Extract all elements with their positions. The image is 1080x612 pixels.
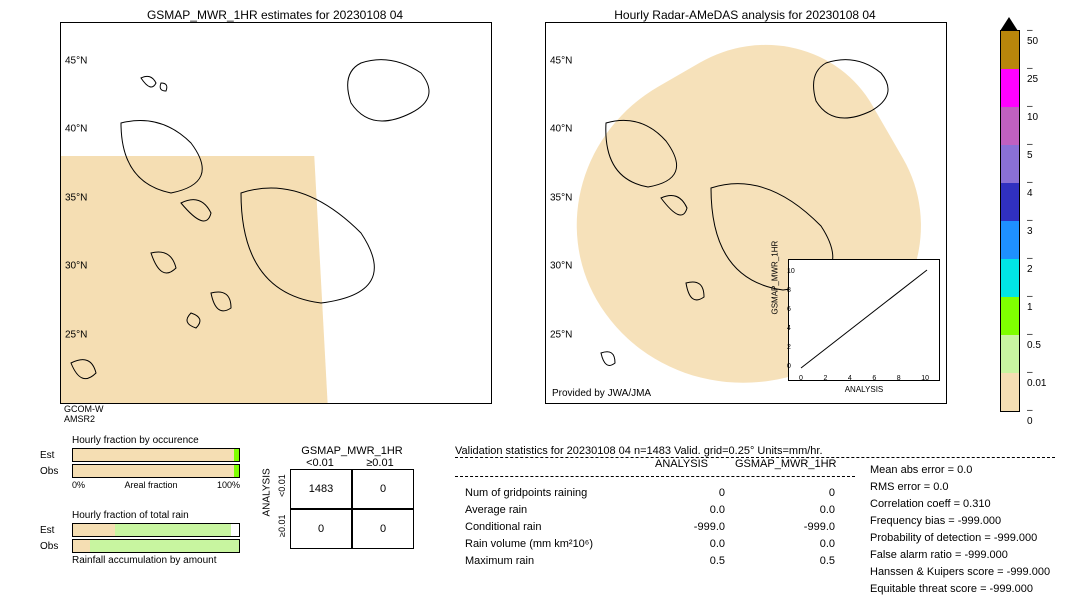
provider-label: Provided by JWA/JMA: [552, 388, 651, 399]
col-header: <0.01: [290, 457, 350, 469]
stat-value: 0.0: [665, 502, 725, 519]
colorbar-tick: – 10: [1027, 101, 1038, 123]
axis-label: 100%: [217, 480, 240, 490]
col-header: ≥0.01: [350, 457, 410, 469]
bar-label: Est: [40, 450, 72, 461]
stat-value: 0: [665, 485, 725, 502]
tick-label: 25°N: [550, 329, 554, 340]
colorbar: – 50– 25– 10– 5– 4– 3– 2– 1– 0.5– 0.01– …: [1000, 30, 1020, 412]
right-map-title: Hourly Radar-AMeDAS analysis for 2023010…: [545, 8, 945, 22]
totalrain-title: Hourly fraction of total rain: [72, 510, 240, 521]
stat-line: Probability of detection = -999.000: [870, 530, 1050, 547]
stat-value: -999.0: [755, 519, 835, 536]
satellite-name-1: GCOM-W: [64, 404, 490, 414]
bar-label: Est: [40, 525, 72, 536]
tick-label: 45°N: [65, 56, 69, 67]
cell: 1483: [290, 469, 352, 509]
stat-label: Maximum rain: [465, 553, 635, 570]
colorbar-tick: – 2: [1027, 253, 1033, 275]
stat-line: False alarm ratio = -999.000: [870, 547, 1050, 564]
stat-line: Hanssen & Kuipers score = -999.000: [870, 564, 1050, 581]
stats-col2: GSMAP_MWR_1HR: [735, 458, 836, 470]
scatter-ylabel: GSMAP_MWR_1HR: [771, 241, 780, 315]
satellite-name-2: AMSR2: [64, 414, 490, 424]
axis-label: Areal fraction: [124, 480, 177, 490]
stat-value: 0.0: [755, 502, 835, 519]
stat-label: Average rain: [465, 502, 635, 519]
tick-label: 40°N: [550, 124, 554, 135]
tick-label: 30°N: [65, 261, 69, 272]
totalrain-footer: Rainfall accumulation by amount: [72, 555, 240, 566]
cell: 0: [352, 469, 414, 509]
tick-label: 130°E: [676, 403, 703, 404]
stat-value: 0.0: [665, 536, 725, 553]
scatter-xlabel: ANALYSIS: [789, 385, 939, 394]
bar-label: Obs: [40, 541, 72, 552]
stat-value: 0: [755, 485, 835, 502]
stat-value: -999.0: [665, 519, 725, 536]
tick-label: 130°E: [202, 403, 229, 404]
row-header: <0.01: [277, 481, 287, 497]
tick-label: 35°N: [65, 192, 69, 203]
stat-value: 0.5: [755, 553, 835, 570]
stat-value: 0.0: [755, 536, 835, 553]
tick-label: 140°E: [357, 403, 384, 404]
cell: 0: [352, 509, 414, 549]
stat-line: Equitable threat score = -999.000: [870, 581, 1050, 598]
axis-label: 0%: [72, 480, 85, 490]
colorbar-tick: – 1: [1027, 291, 1033, 313]
scatter-inset: GSMAP_MWR_1HR ANALYSIS 0246810 0246810: [788, 259, 940, 381]
tick-label: 35°N: [550, 192, 554, 203]
row-header: ≥0.01: [277, 521, 287, 537]
tick-label: 25°N: [65, 329, 69, 340]
stat-line: Frequency bias = -999.000: [870, 513, 1050, 530]
tick-label: 135°E: [280, 403, 307, 404]
stat-label: Num of gridpoints raining: [465, 485, 635, 502]
colorbar-tick: – 0.5: [1027, 329, 1041, 351]
tick-label: 145°E: [434, 403, 461, 404]
colorbar-tick: – 4: [1027, 177, 1033, 199]
occurrence-title: Hourly fraction by occurence: [72, 435, 240, 446]
stat-line: Correlation coeff = 0.310: [870, 496, 1050, 513]
left-map-title: GSMAP_MWR_1HR estimates for 20230108 04: [60, 8, 490, 22]
tick-label: 125°E: [125, 403, 152, 404]
bar-label: Obs: [40, 466, 72, 477]
tick-label: 45°N: [550, 56, 554, 67]
colorbar-tick: – 25: [1027, 63, 1038, 85]
colorbar-tick: – 0.01: [1027, 367, 1046, 389]
stat-label: Rain volume (mm km²10⁶): [465, 536, 635, 553]
contingency-row-title: ANALYSIS: [262, 502, 273, 516]
right-map: GSMAP_MWR_1HR ANALYSIS 0246810 0246810 P…: [545, 22, 947, 404]
left-map: 45°N 40°N 35°N 30°N 25°N 125°E 130°E 135°E 140°…: [60, 22, 492, 404]
tick-label: 135°E: [748, 403, 775, 404]
stats-col1: ANALYSIS: [655, 458, 708, 470]
colorbar-tick: – 0: [1027, 405, 1033, 427]
colorbar-tick: – 5: [1027, 139, 1033, 161]
stat-label: Conditional rain: [465, 519, 635, 536]
tick-label: 125°E: [604, 403, 631, 404]
stat-value: 0.5: [665, 553, 725, 570]
contingency-col-title: GSMAP_MWR_1HR: [290, 445, 414, 457]
colorbar-tick: – 3: [1027, 215, 1033, 237]
tick-label: 30°N: [550, 261, 554, 272]
colorbar-tick: – 50: [1027, 25, 1038, 47]
cell: 0: [290, 509, 352, 549]
stats-title: Validation statistics for 20230108 04 n=…: [455, 445, 1065, 457]
tick-label: 40°N: [65, 124, 69, 135]
stat-line: RMS error = 0.0: [870, 479, 1050, 496]
stat-line: Mean abs error = 0.0: [870, 462, 1050, 479]
